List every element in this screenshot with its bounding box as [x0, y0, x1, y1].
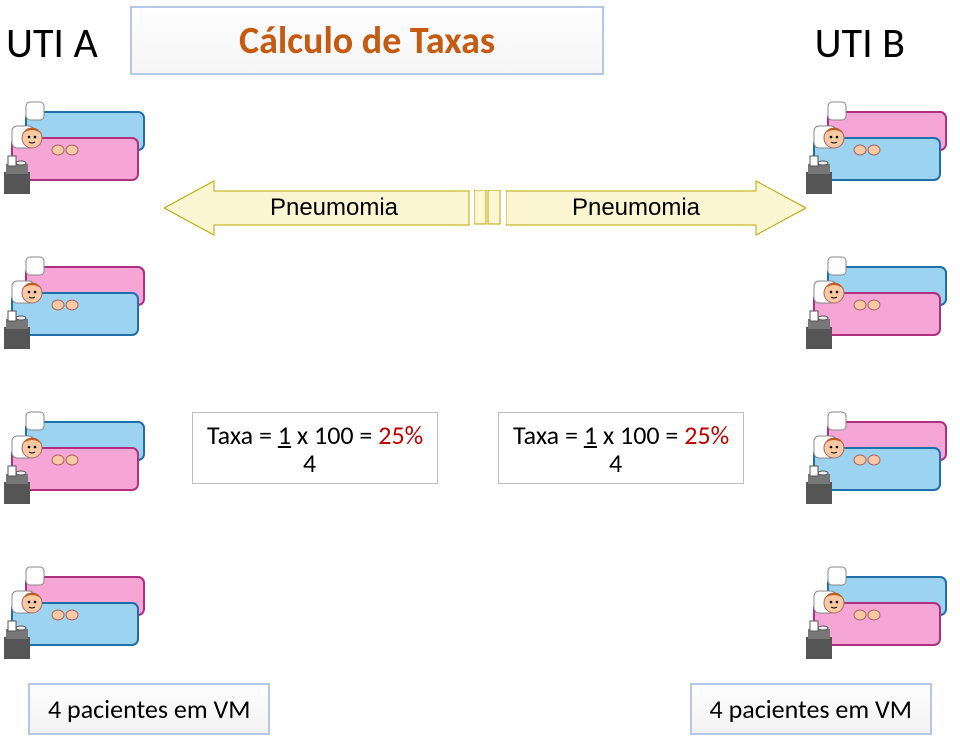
- patient-bed-icon: [4, 555, 154, 665]
- connector-boxes: [474, 190, 508, 231]
- formula-box-b: Taxa = 1 x 100 = 25% 4: [498, 412, 744, 484]
- formula-b-pct: 25%: [684, 419, 729, 451]
- patient-bed-icon: [4, 400, 154, 510]
- formula-box-a: Taxa = 1 x 100 = 25% 4: [192, 412, 438, 484]
- patient-bed-icon: [806, 90, 956, 200]
- formula-a-pct: 25%: [378, 419, 423, 451]
- formula-b-prefix: Taxa =: [513, 419, 584, 451]
- patient-bed-icon: [4, 245, 154, 355]
- title-box: Cálculo de Taxas: [130, 6, 604, 75]
- formula-a-numerator: 1: [278, 419, 291, 451]
- arrow-right-label: Pneumomia: [572, 194, 701, 221]
- heading-uti-b: UTI B: [815, 18, 905, 69]
- arrow-right: Pneumomia: [506, 178, 806, 228]
- title-text: Cálculo de Taxas: [239, 18, 495, 64]
- patient-bed-icon: [806, 555, 956, 665]
- heading-uti-a: UTI A: [6, 18, 98, 69]
- formula-a-denominator: 4: [303, 447, 423, 479]
- formula-b-numerator: 1: [584, 419, 597, 451]
- patient-bed-icon: [806, 245, 956, 355]
- arrow-left-label: Pneumomia: [270, 194, 399, 221]
- footer-b: 4 pacientes em VM: [690, 683, 932, 735]
- patient-bed-icon: [806, 400, 956, 510]
- arrow-left: Pneumomia: [164, 178, 474, 228]
- formula-a-prefix: Taxa =: [207, 419, 278, 451]
- footer-a: 4 pacientes em VM: [28, 683, 270, 735]
- patient-bed-icon: [4, 90, 154, 200]
- formula-b-denominator: 4: [609, 447, 729, 479]
